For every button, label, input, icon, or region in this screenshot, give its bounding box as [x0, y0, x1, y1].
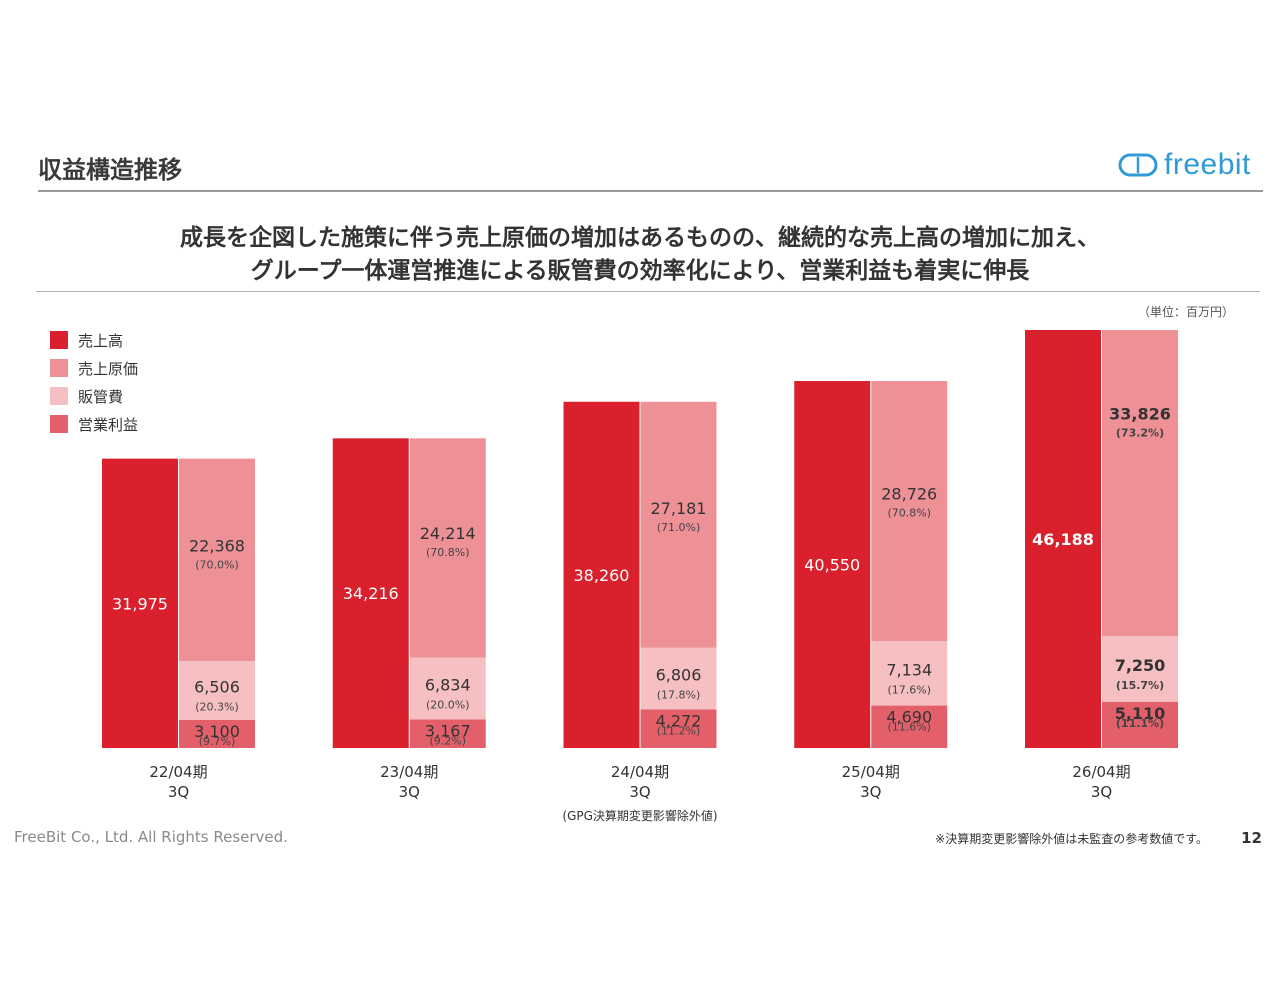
legend-label-cogs: 売上原価	[78, 359, 139, 378]
x-tick-label-3: 24/04期	[611, 763, 669, 781]
cogs-value-label-1: 22,368	[189, 537, 245, 556]
sales-bar-5	[1025, 330, 1101, 748]
sga-bar-1	[179, 661, 255, 720]
legend-swatch-op-profit	[50, 415, 68, 433]
freebit-logo: freebit	[1118, 148, 1251, 182]
sga-value-label-5: 7,250	[1115, 656, 1166, 675]
cogs-value-label-5: 33,826	[1109, 405, 1171, 424]
op-profit-pct-label-5: (11.1%)	[1116, 717, 1164, 730]
op-profit-bar-2	[409, 719, 486, 748]
sga-value-label-4: 7,134	[886, 660, 932, 679]
sga-value-label-2: 6,834	[425, 675, 471, 694]
x-tick-label-1: 22/04期	[149, 763, 207, 781]
copyright: FreeBit Co., Ltd. All Rights Reserved.	[14, 828, 288, 846]
op-profit-value-label-3: 4,272	[656, 711, 702, 730]
op-profit-pct-label-4: (11.6%)	[887, 721, 931, 734]
legend-label-sales: 売上高	[78, 331, 124, 350]
legend-swatch-sga	[50, 387, 68, 405]
gpg-footnote: (GPG決算期変更影響除外値)	[562, 809, 718, 823]
op-profit-value-label-4: 4,690	[886, 708, 932, 727]
sales-bar-2	[332, 438, 409, 748]
page-number: 12	[1241, 829, 1262, 847]
logo-text: freebit	[1164, 148, 1251, 181]
sga-pct-label-3: (17.8%)	[657, 689, 701, 702]
sga-value-label-1: 6,506	[194, 678, 240, 697]
headline-divider	[36, 291, 1260, 292]
headline-line-1: 成長を企図した施策に伴う売上原価の増加はあるものの、継続的な売上高の増加に加え、	[180, 225, 1100, 251]
unit-label: （単位：百万円）	[1137, 305, 1234, 319]
op-profit-value-label-1: 3,100	[194, 722, 240, 741]
sga-bar-5	[1102, 636, 1178, 702]
cogs-value-label-4: 28,726	[881, 484, 937, 503]
legend-label-sga: 販管費	[78, 387, 124, 406]
cogs-pct-label-5: (73.2%)	[1116, 427, 1164, 440]
sga-pct-label-1: (20.3%)	[195, 701, 239, 714]
sales-value-label-4: 40,550	[804, 556, 860, 575]
op-profit-bar-3	[640, 709, 717, 748]
sales-value-label-3: 38,260	[574, 566, 630, 585]
x-tick-sublabel-3: 3Q	[629, 783, 650, 801]
cogs-bar-3	[640, 401, 717, 648]
cogs-value-label-2: 24,214	[420, 524, 476, 543]
x-tick-sublabel-4: 3Q	[860, 783, 881, 801]
legend-swatch-cogs	[50, 359, 68, 377]
sales-bar-1	[102, 458, 178, 748]
legend-item-op-profit: 営業利益	[50, 410, 138, 438]
cogs-bar-2	[409, 438, 486, 658]
x-tick-sublabel-1: 3Q	[168, 783, 189, 801]
cogs-value-label-3: 27,181	[651, 499, 707, 518]
sales-bar-3	[563, 401, 640, 748]
op-profit-pct-label-2: (9.2%)	[429, 734, 466, 747]
op-profit-bar-5	[1102, 701, 1178, 748]
chart-legend: 売上高 売上原価 販管費 営業利益	[50, 326, 138, 438]
x-tick-sublabel-5: 3Q	[1091, 783, 1112, 801]
op-profit-pct-label-1: (9.7%)	[199, 735, 236, 748]
cogs-bar-1	[179, 458, 255, 662]
op-profit-bar-1	[179, 719, 255, 748]
sga-pct-label-2: (20.0%)	[426, 698, 470, 711]
legend-item-sales: 売上高	[50, 326, 138, 354]
sales-value-label-1: 31,975	[112, 594, 168, 613]
legend-item-sga: 販管費	[50, 382, 138, 410]
cogs-pct-label-4: (70.8%)	[887, 506, 931, 519]
sga-bar-3	[640, 647, 717, 710]
sales-bar-4	[794, 381, 871, 748]
x-tick-label-5: 26/04期	[1072, 763, 1130, 781]
op-profit-pct-label-3: (11.2%)	[657, 724, 701, 737]
legend-swatch-sales	[50, 331, 68, 349]
cogs-bar-4	[871, 381, 948, 641]
legend-item-cogs: 売上原価	[50, 354, 138, 382]
legend-label-op-profit: 営業利益	[78, 415, 139, 434]
x-tick-label-2: 23/04期	[380, 763, 438, 781]
x-tick-sublabel-2: 3Q	[399, 783, 420, 801]
cloud-logo-icon	[1118, 153, 1158, 177]
sga-bar-2	[409, 657, 486, 720]
op-profit-value-label-5: 5,110	[1115, 704, 1166, 723]
cogs-pct-label-1: (70.0%)	[195, 559, 239, 572]
x-tick-label-4: 25/04期	[842, 763, 900, 781]
title-divider	[38, 190, 1263, 192]
cogs-pct-label-2: (70.8%)	[426, 546, 470, 559]
op-profit-value-label-2: 3,167	[425, 721, 471, 740]
disclaimer: ※決算期変更影響除外値は未監査の参考数値です。	[935, 832, 1208, 846]
op-profit-bar-4	[871, 705, 948, 748]
page-title: 収益構造推移	[38, 156, 182, 184]
cogs-pct-label-3: (71.0%)	[657, 521, 701, 534]
sales-value-label-5: 46,188	[1032, 530, 1094, 549]
sga-value-label-3: 6,806	[656, 666, 702, 685]
cogs-bar-5	[1102, 330, 1178, 637]
headline-line-2: グループ一体運営推進による販管費の効率化により、営業利益も着実に伸長	[250, 258, 1030, 284]
sales-value-label-2: 34,216	[343, 584, 399, 603]
sga-pct-label-4: (17.6%)	[887, 683, 931, 696]
sga-pct-label-5: (15.7%)	[1116, 679, 1164, 692]
sga-bar-4	[871, 640, 948, 706]
